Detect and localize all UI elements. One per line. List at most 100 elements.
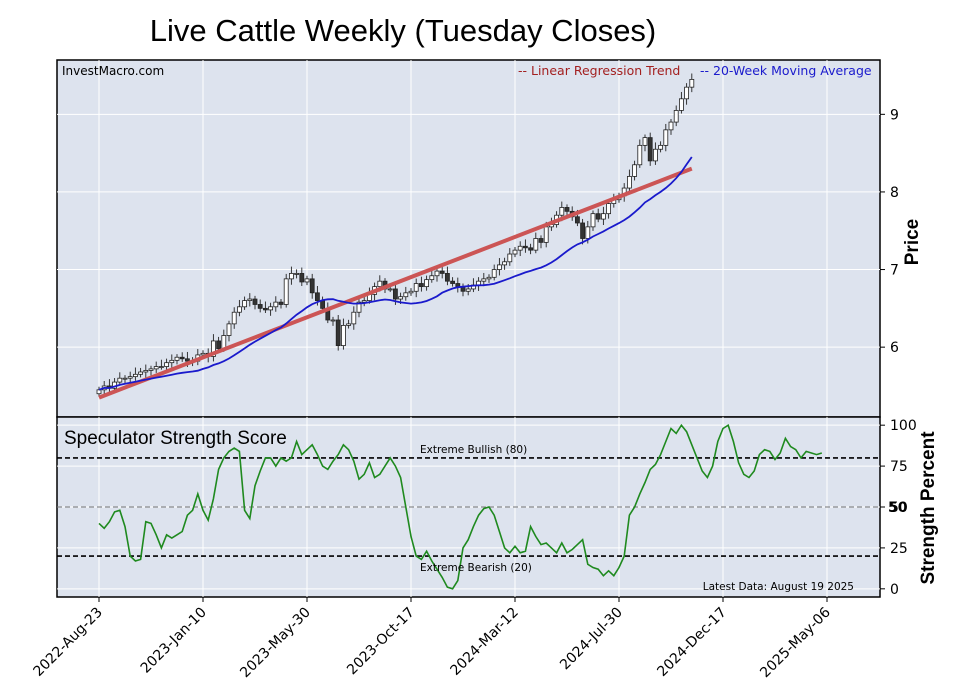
candle-body: [450, 280, 456, 284]
legend-moving-average: -- 20-Week Moving Average: [700, 63, 872, 78]
x-tick-label: 2024-Jul-30: [557, 605, 626, 674]
candle-body: [127, 376, 133, 379]
candle-body: [288, 273, 294, 280]
strength-panel-title: Speculator Strength Score: [64, 428, 287, 449]
candle-body: [143, 370, 149, 373]
candle-body: [262, 307, 268, 311]
candle-body: [226, 323, 232, 336]
candle-body: [632, 164, 637, 177]
candle-body: [179, 356, 185, 360]
candle-body: [236, 306, 242, 313]
candle-body: [627, 176, 632, 189]
x-tick-label: 2023-May-30: [237, 605, 314, 682]
candle-body: [439, 270, 445, 274]
candle-body: [585, 226, 591, 239]
candle-body: [132, 373, 138, 378]
candle-body: [689, 79, 695, 88]
candle-body: [273, 301, 279, 308]
strength-tick-label: 100: [890, 418, 917, 434]
candle-body: [496, 264, 502, 270]
candle-body: [346, 323, 352, 326]
candle-body: [169, 359, 175, 364]
candle-body: [231, 311, 237, 325]
candle-body: [606, 203, 611, 215]
x-tick-label: 2024-Mar-12: [448, 605, 522, 679]
candle-body: [637, 144, 643, 166]
candle-body: [590, 213, 596, 228]
candle-body: [387, 288, 393, 291]
candle-body: [528, 247, 533, 251]
candle-body: [392, 288, 398, 300]
candle-body: [184, 358, 190, 362]
candle-body: [148, 368, 154, 371]
candle-body: [559, 207, 565, 216]
x-tick-label: 2023-Oct-17: [344, 605, 418, 679]
legend-regression: -- Linear Regression Trend: [518, 63, 680, 78]
candle-body: [356, 301, 362, 313]
candle-body: [216, 340, 222, 350]
candle-body: [595, 213, 601, 220]
candle-body: [257, 304, 263, 309]
candle-body: [684, 86, 689, 100]
candle-body: [512, 249, 518, 255]
x-tick-label: 2022-Aug-23: [30, 605, 105, 680]
x-tick-label: 2025-May-06: [757, 604, 834, 681]
candle-body: [564, 207, 570, 212]
candle-body: [673, 110, 679, 123]
candle-body: [408, 290, 414, 294]
candle-body: [538, 238, 544, 243]
extreme-bearish-label: Extreme Bearish (20): [420, 562, 532, 574]
candle-body: [164, 362, 170, 367]
candle-body: [268, 306, 274, 311]
candle-body: [491, 269, 497, 278]
strength-tick-label: 25: [890, 541, 908, 557]
price-axis-ticks: 6 7 8 9: [880, 107, 899, 356]
candle-body: [299, 273, 305, 283]
candle-body: [481, 278, 487, 282]
x-axis-ticks: 2022-Aug-23 2023-Jan-10 2023-May-30 2023-Oc…: [30, 597, 834, 682]
extreme-bullish-label: Extreme Bullish (80): [420, 444, 527, 456]
candle-body: [377, 280, 383, 288]
candle-body: [278, 301, 284, 305]
candle-body: [340, 325, 346, 347]
candle-body: [122, 377, 128, 380]
strength-midline-value: 50: [888, 500, 908, 516]
candle-body: [653, 148, 658, 162]
candle-body: [351, 311, 357, 325]
candle-body: [247, 298, 253, 301]
candle-body: [117, 377, 123, 383]
price-tick-label: 6: [890, 340, 899, 356]
candle-body: [252, 298, 258, 305]
candle-body: [320, 300, 326, 309]
candle-body: [523, 245, 528, 249]
candle-body: [543, 226, 549, 243]
x-tick-label: 2023-Jan-10: [138, 605, 210, 677]
price-axis-label: Price: [902, 219, 923, 265]
candle-body: [434, 270, 440, 277]
chart-title: Live Cattle Weekly (Tuesday Closes): [150, 13, 657, 48]
candle-body: [361, 300, 367, 303]
strength-axis-label: Strength Percent: [918, 431, 939, 585]
price-panel: [56, 59, 881, 418]
candle-body: [138, 371, 144, 375]
latest-data-label: Latest Data: August 19 2025: [703, 581, 854, 593]
candle-body: [486, 276, 492, 280]
candle-body: [403, 292, 409, 298]
candle-body: [502, 261, 508, 266]
candle-body: [330, 319, 336, 322]
price-tick-label: 9: [890, 107, 899, 123]
candle-body: [424, 279, 430, 288]
candle-body: [658, 144, 663, 150]
candle-body: [533, 238, 539, 251]
candle-body: [429, 275, 435, 281]
candle-body: [304, 278, 310, 283]
candle-body: [455, 283, 461, 288]
candle-body: [465, 288, 471, 292]
price-tick-label: 7: [890, 263, 899, 279]
candle-body: [507, 253, 513, 263]
candle-body: [96, 389, 102, 395]
candle-body: [398, 296, 404, 300]
strength-score-line: [98, 423, 823, 590]
